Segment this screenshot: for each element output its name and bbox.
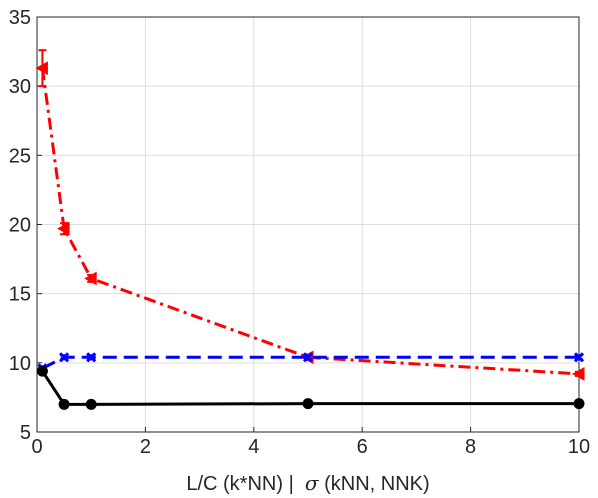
data-point	[57, 221, 70, 236]
data-point	[36, 365, 48, 377]
x-tick-label: 8	[465, 436, 476, 458]
data-point	[571, 367, 585, 381]
series-layer	[35, 49, 585, 410]
data-point	[84, 271, 97, 286]
data-point	[302, 398, 314, 410]
x-tick-label: 2	[140, 436, 151, 458]
y-tick-label: 35	[9, 7, 31, 29]
y-tick-labels: 5 10 15 20 25 30 35	[9, 7, 31, 444]
data-point	[58, 398, 70, 410]
data-point	[86, 352, 97, 363]
data-point	[59, 352, 70, 363]
x-tick-label: 0	[31, 436, 42, 458]
y-tick-label: 5	[20, 422, 31, 444]
data-point	[85, 398, 97, 410]
data-point	[302, 352, 314, 363]
y-tick-label: 10	[9, 353, 31, 375]
grid-lines	[36, 16, 580, 433]
y-tick-label: 30	[9, 76, 31, 98]
x-axis-label-symbol: σ	[305, 471, 320, 495]
x-tick-labels: 0 2 4 6 8 10	[31, 436, 590, 458]
y-tick-label: 15	[9, 284, 31, 306]
x-tick-label: 4	[248, 436, 259, 458]
plot-frame	[36, 16, 580, 433]
data-point	[573, 398, 585, 410]
y-tick-label: 20	[9, 215, 31, 237]
x-axis-label-after: (kNN, NNK)	[319, 473, 430, 495]
x-tick-label: 6	[357, 436, 368, 458]
x-axis-label-before: L/C (k*NN) |	[186, 473, 305, 495]
data-point	[573, 352, 585, 363]
data-point	[35, 61, 48, 76]
y-tick-label: 25	[9, 145, 31, 167]
x-tick-label: 10	[568, 436, 590, 458]
series-3	[36, 365, 585, 410]
x-axis-label: L/C (k*NN) | σ (kNN, NNK)	[186, 471, 429, 495]
